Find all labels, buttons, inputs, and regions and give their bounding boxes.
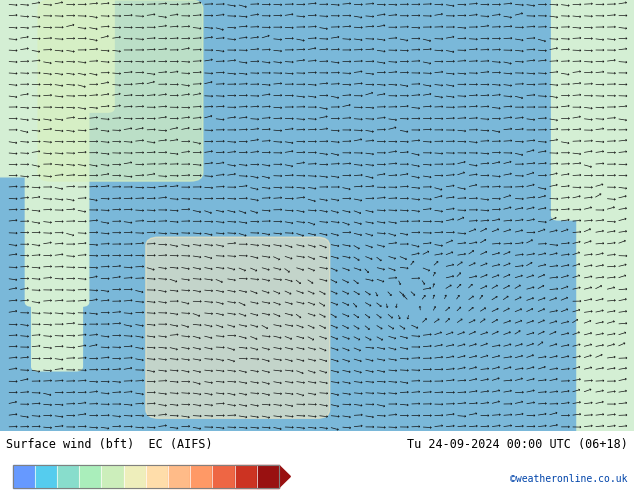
Bar	[13, 466, 279, 488]
Text: ©weatheronline.co.uk: ©weatheronline.co.uk	[510, 474, 628, 485]
Bar	[146, 466, 168, 488]
FancyArrow shape	[279, 466, 290, 488]
Bar	[235, 466, 257, 488]
FancyBboxPatch shape	[552, 0, 634, 220]
FancyBboxPatch shape	[577, 190, 634, 436]
Bar	[168, 466, 190, 488]
Bar	[257, 466, 279, 488]
FancyBboxPatch shape	[25, 0, 114, 112]
Text: Surface wind (bft)  EC (AIFS): Surface wind (bft) EC (AIFS)	[6, 438, 213, 451]
FancyBboxPatch shape	[25, 103, 89, 306]
Bar	[124, 466, 146, 488]
FancyBboxPatch shape	[146, 237, 330, 418]
Bar	[79, 466, 101, 488]
FancyBboxPatch shape	[32, 276, 82, 371]
Bar	[190, 466, 212, 488]
Bar	[13, 466, 35, 488]
FancyBboxPatch shape	[0, 0, 57, 177]
Text: Tu 24-09-2024 00:00 UTC (06+18): Tu 24-09-2024 00:00 UTC (06+18)	[407, 438, 628, 451]
Bar	[212, 466, 235, 488]
FancyBboxPatch shape	[38, 0, 203, 181]
Bar	[101, 466, 124, 488]
Bar	[35, 466, 57, 488]
Bar	[57, 466, 79, 488]
